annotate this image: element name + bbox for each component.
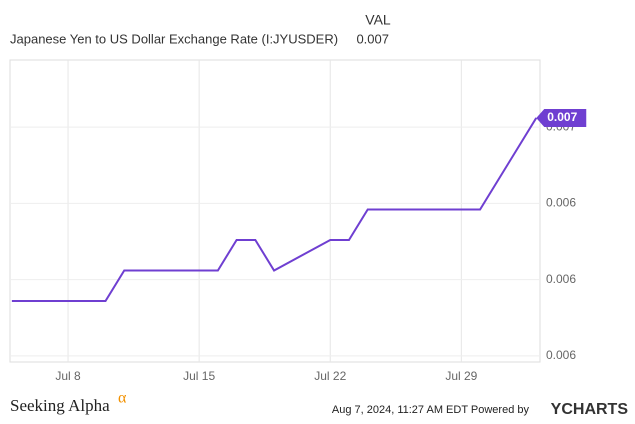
last-value-label: 0.007 bbox=[547, 110, 577, 124]
y-tick-label: 0.006 bbox=[546, 196, 576, 210]
x-tick-label: Jul 15 bbox=[183, 369, 215, 383]
legend-value: 0.007 bbox=[356, 31, 389, 46]
x-tick-label: Jul 29 bbox=[445, 369, 477, 383]
brand: Seeking Alpha bbox=[10, 396, 110, 415]
y-tick-label: 0.006 bbox=[546, 348, 576, 362]
y-tick-label: 0.006 bbox=[546, 272, 576, 286]
brand-mark: α bbox=[118, 390, 127, 407]
timestamp: Aug 7, 2024, 11:27 AM EDT Powered by bbox=[332, 404, 530, 416]
x-tick-label: Jul 8 bbox=[55, 369, 81, 383]
plot-area bbox=[9, 59, 541, 363]
value-header: VAL bbox=[365, 12, 391, 28]
legend-entry: Japanese Yen to US Dollar Exchange Rate … bbox=[10, 31, 338, 46]
provider: YCHARTS bbox=[551, 401, 629, 418]
line bbox=[11, 117, 538, 302]
x-tick-label: Jul 22 bbox=[314, 369, 346, 383]
last-value-tag bbox=[536, 108, 587, 127]
